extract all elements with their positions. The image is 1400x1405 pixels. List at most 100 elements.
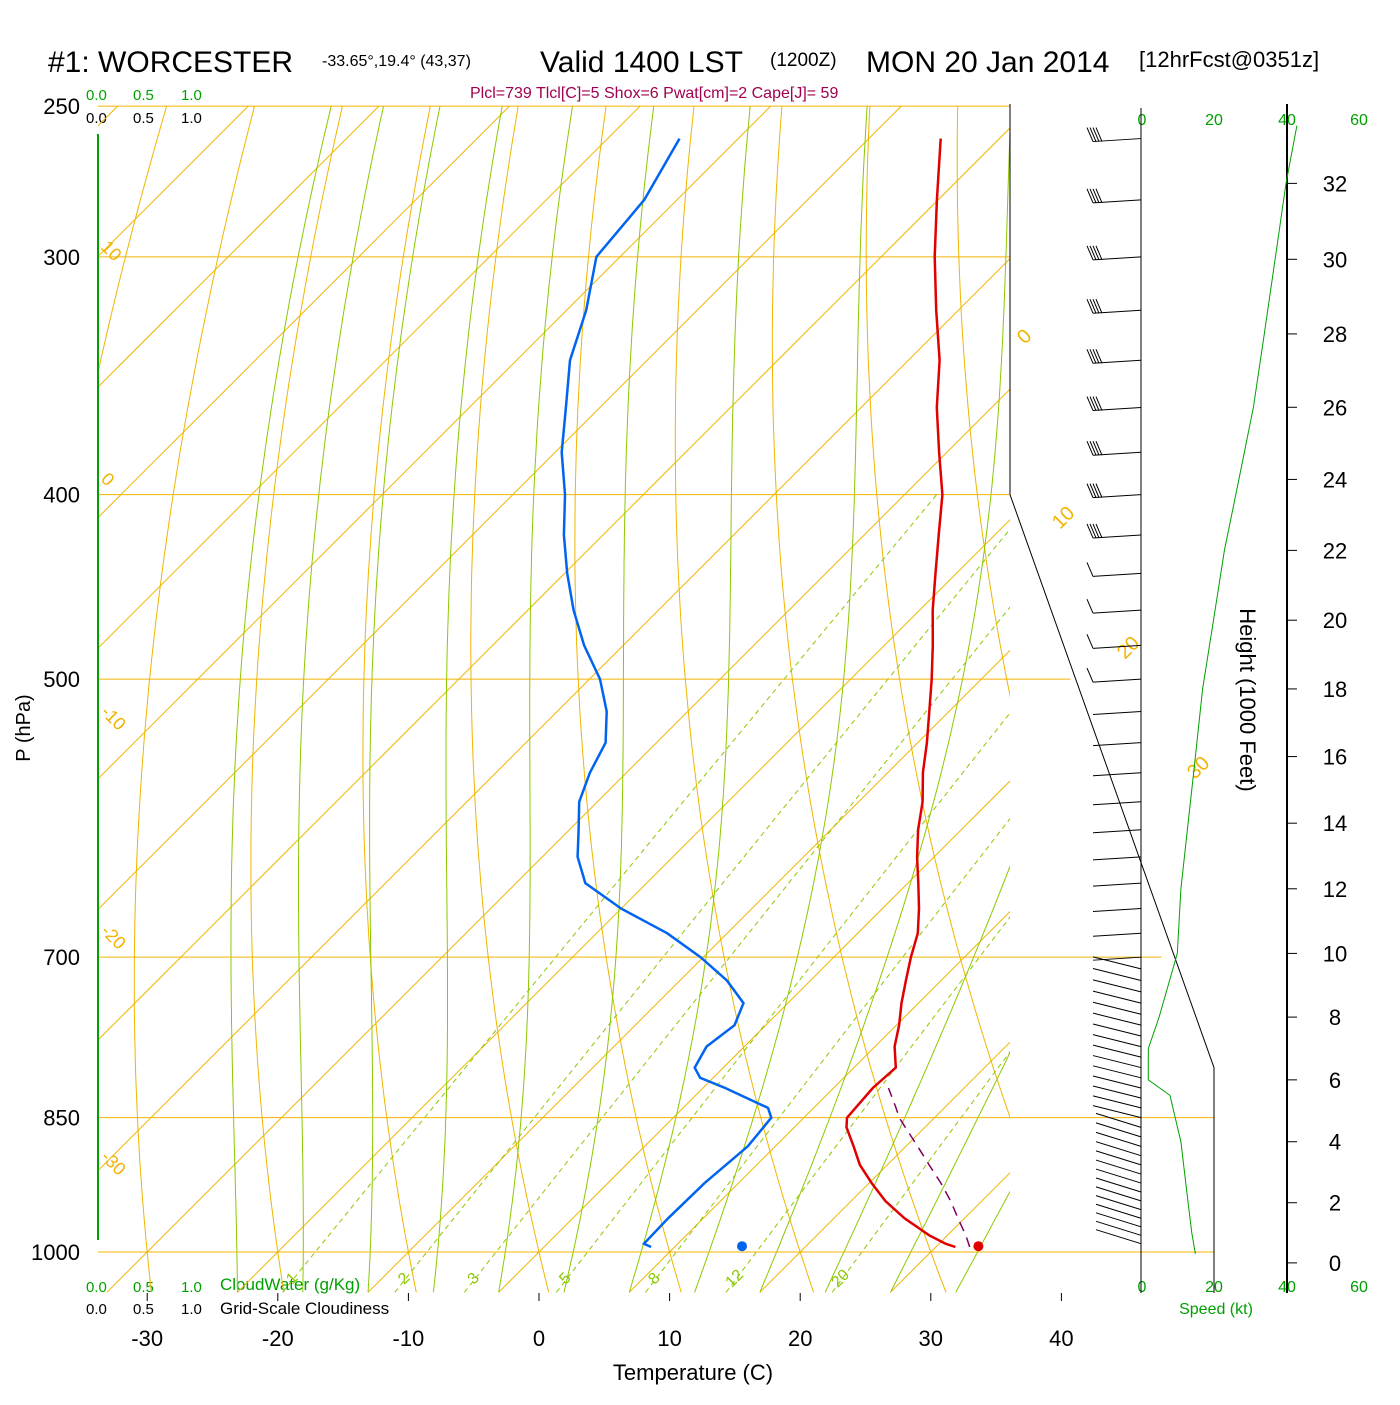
speed-tick: 0 xyxy=(1138,112,1147,129)
dry-adiabat-line xyxy=(574,106,682,1293)
wind-barb-flag xyxy=(1089,441,1097,456)
speed-tick: 60 xyxy=(1350,112,1368,129)
mixing-ratio-line xyxy=(831,1050,1010,1293)
isotherm-line xyxy=(367,649,1010,1293)
wind-barb xyxy=(1092,710,1142,715)
wind-barb xyxy=(1092,199,1142,204)
isotherm-label: 0 xyxy=(1013,325,1036,348)
wind-barb-flag xyxy=(1095,127,1103,142)
wind-barb xyxy=(1092,1044,1142,1058)
dry-adiabat-line xyxy=(956,106,1010,698)
height-tick-label: 28 xyxy=(1323,322,1347,347)
wind-barb xyxy=(1092,967,1142,981)
wind-barb xyxy=(1092,1012,1142,1026)
forecast-info: [12hrFcst@0351z] xyxy=(1139,47,1319,72)
height-axis-title: Height (1000 Feet) xyxy=(1235,608,1260,791)
valid-time: Valid 1400 LST xyxy=(540,46,743,79)
wind-barb-flag xyxy=(1086,396,1094,411)
mixing-ratio-label: 20 xyxy=(828,1266,853,1291)
moist-adiabat-line xyxy=(890,1051,1010,1293)
isotherm-label: 30 xyxy=(1183,752,1214,783)
cloud-water-label: CloudWater (g/Kg) xyxy=(220,1275,360,1294)
pressure-tick-label: 1000 xyxy=(31,1240,80,1265)
wind-barb-flag xyxy=(1086,245,1094,261)
upper-isotherm-label: -30 xyxy=(97,1147,130,1180)
cloud-scale-top-green: 0.0 0.5 1.0 xyxy=(86,87,202,104)
wind-barb-flag xyxy=(1092,188,1100,204)
isotherm-line xyxy=(98,105,641,649)
moist-adiabat-line xyxy=(824,865,1010,1293)
wind-barb-flag xyxy=(1092,349,1100,364)
height-tick-label: 10 xyxy=(1323,941,1347,966)
wind-barb-flag xyxy=(1095,396,1103,411)
wind-barb xyxy=(1092,956,1142,970)
wind-barb xyxy=(1095,1168,1142,1184)
wind-barb-flag xyxy=(1086,483,1094,498)
mixing-ratio-label: 2 xyxy=(395,1270,413,1288)
height-tick-label: 24 xyxy=(1323,467,1347,492)
wind-barb-flag xyxy=(1095,349,1103,364)
dry-adiabat-line xyxy=(133,105,255,1293)
isotherm-line xyxy=(237,519,1010,1293)
cloud-scale-label: 1.0 xyxy=(181,1301,202,1318)
cloud-scale-label: 1.0 xyxy=(181,1279,202,1296)
moist-adiabat-line xyxy=(432,106,503,1293)
height-tick-label: 26 xyxy=(1323,395,1347,420)
y-axis-title: P (hPa) xyxy=(13,694,35,761)
wind-barb-flag xyxy=(1086,127,1094,142)
height-tick-label: 22 xyxy=(1323,538,1347,563)
wind-barb-flag xyxy=(1086,598,1094,614)
wind-barb-flag xyxy=(1095,483,1103,498)
wind-barb xyxy=(1092,609,1142,614)
cloud-scale-label: 1.0 xyxy=(181,110,202,127)
cloud-scale-label: 0.0 xyxy=(86,110,107,127)
wind-speed-ticks-bottom: 0 20 40 60 xyxy=(1138,1279,1368,1296)
wind-barb xyxy=(1092,979,1142,993)
parcel-profile xyxy=(887,1087,971,1248)
cloud-scale-label: 0.5 xyxy=(133,1279,154,1296)
wind-barb xyxy=(1092,772,1142,777)
wind-barb xyxy=(1095,1212,1142,1228)
height-tick-label: 16 xyxy=(1323,745,1347,770)
wind-barb xyxy=(1095,1131,1142,1147)
wind-barb xyxy=(1095,1186,1142,1202)
dry-adiabat-line xyxy=(771,106,947,1293)
isotherm-line xyxy=(98,105,249,258)
wind-barb-flag xyxy=(1089,188,1097,204)
wind-barb xyxy=(1092,856,1142,861)
height-tick-label: 32 xyxy=(1323,171,1347,196)
height-tick-label: 2 xyxy=(1329,1191,1341,1216)
wind-barb xyxy=(1092,1001,1142,1015)
wind-barb xyxy=(1092,742,1142,747)
pressure-tick-label: 400 xyxy=(43,483,80,508)
wind-barb-flag xyxy=(1095,523,1103,539)
isotherm-line xyxy=(628,910,1010,1293)
speed-tick: 20 xyxy=(1205,112,1223,129)
dry-adiabat-line xyxy=(470,106,550,1293)
wind-barb xyxy=(1092,1034,1142,1048)
speed-tick: 0 xyxy=(1138,1279,1147,1296)
wind-barb-flag xyxy=(1095,245,1103,261)
wind-barb-flag xyxy=(1086,634,1094,649)
moist-adiabat-line xyxy=(628,106,751,1293)
cloud-scale-top-black: 0.0 0.5 1.0 xyxy=(86,110,202,127)
dry-adiabat-line xyxy=(250,105,343,1293)
wind-speed-ticks-top: 0 20 40 60 xyxy=(1138,112,1368,129)
cloud-scale-label: 0.0 xyxy=(86,87,107,104)
wind-barb xyxy=(1092,256,1142,261)
wind-barb xyxy=(1092,829,1142,834)
cloudiness-label: Grid-Scale Cloudiness xyxy=(220,1299,389,1318)
height-tick-label: 18 xyxy=(1323,677,1347,702)
wind-barb-flag xyxy=(1092,127,1100,142)
mixing-ratio-line xyxy=(556,712,1010,1293)
upper-isotherm-label: -20 xyxy=(97,921,130,954)
pressure-tick-label: 250 xyxy=(43,94,80,119)
surface-temperature-marker xyxy=(973,1241,984,1252)
wind-barb-flag xyxy=(1092,396,1100,411)
wind-barb xyxy=(1095,1141,1142,1157)
wind-barb xyxy=(1095,1159,1142,1175)
wind-barb xyxy=(1092,1105,1142,1119)
isotherm-line xyxy=(1152,106,1400,1292)
dry-adiabat-line xyxy=(1046,106,1344,1292)
